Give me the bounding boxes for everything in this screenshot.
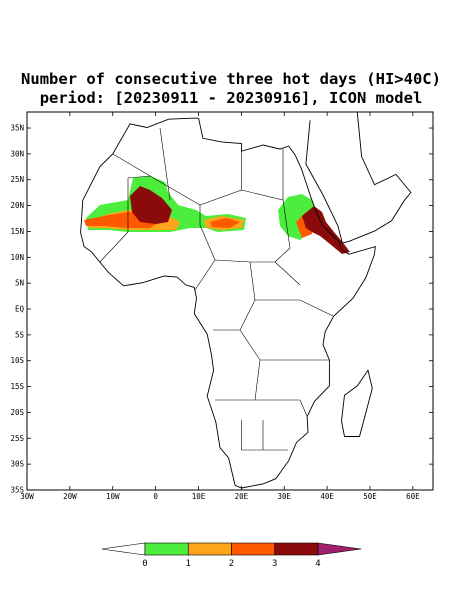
lon-tick-label: 60E: [406, 492, 420, 501]
field-area: [302, 206, 350, 254]
ticks: 35N 30N 25N 20N 15N 10N 5N EQ 5S 10S 15S 20S 25S 30S 3…: [10, 112, 433, 501]
lon-tick-label: 20W: [63, 492, 77, 501]
lat-tick-label: 25N: [10, 175, 24, 184]
lat-tick-label: 15N: [10, 227, 24, 236]
colorbar-label: 0: [142, 559, 147, 569]
title-line: Number of consecutive three hot days (HI…: [21, 70, 441, 88]
lon-tick-label: 50E: [363, 492, 377, 501]
colorbar-over: [317, 542, 362, 556]
colorbar-box: [274, 542, 319, 556]
arabia-coast: [305, 112, 412, 244]
colorbar-label: 4: [315, 559, 320, 569]
lat-tick-label: 25S: [10, 434, 24, 443]
colorbar-label: 3: [272, 559, 277, 569]
colorbar-box: [144, 542, 189, 556]
hot-day-field: [84, 176, 350, 254]
lon-tick-label: 30E: [277, 492, 291, 501]
lat-tick-label: 5N: [15, 279, 24, 288]
coastlines: [80, 112, 412, 489]
lon-tick-label: 40E: [320, 492, 334, 501]
lat-tick-label: 15S: [10, 382, 24, 391]
lon-tick-label: 10E: [192, 492, 206, 501]
lon-tick-label: 20E: [235, 492, 249, 501]
lat-tick-label: 10S: [10, 356, 24, 365]
lat-tick-label: 30N: [10, 149, 24, 158]
madagascar-coast: [341, 369, 373, 437]
lat-tick-label: 30S: [10, 460, 24, 469]
africa-coast: [80, 117, 376, 489]
colorbar-label: 1: [186, 559, 191, 569]
lat-tick-label: 35N: [10, 124, 24, 133]
lat-tick-label: EQ: [15, 305, 25, 314]
lat-tick-label: 5S: [15, 330, 25, 339]
lon-tick-label: 0: [153, 492, 158, 501]
lat-tick-label: 35S: [10, 486, 24, 495]
lon-tick-label: 10W: [106, 492, 120, 501]
lat-tick-label: 20S: [10, 408, 24, 417]
field-area: [130, 186, 172, 224]
field-area: [210, 218, 240, 228]
colorbar-box: [231, 542, 276, 556]
colorbar-label: 2: [229, 559, 234, 569]
colorbar: 0 1 2 3 4: [101, 542, 362, 569]
colorbar-box: [187, 542, 232, 556]
lat-tick-label: 20N: [10, 201, 24, 210]
title-line: period: [20230911 - 20230916], ICON mode…: [40, 89, 423, 107]
lat-tick-label: 10N: [10, 253, 24, 262]
map-frame: [26, 111, 434, 491]
lon-tick-label: 30W: [20, 492, 34, 501]
country-borders: [99, 127, 334, 451]
